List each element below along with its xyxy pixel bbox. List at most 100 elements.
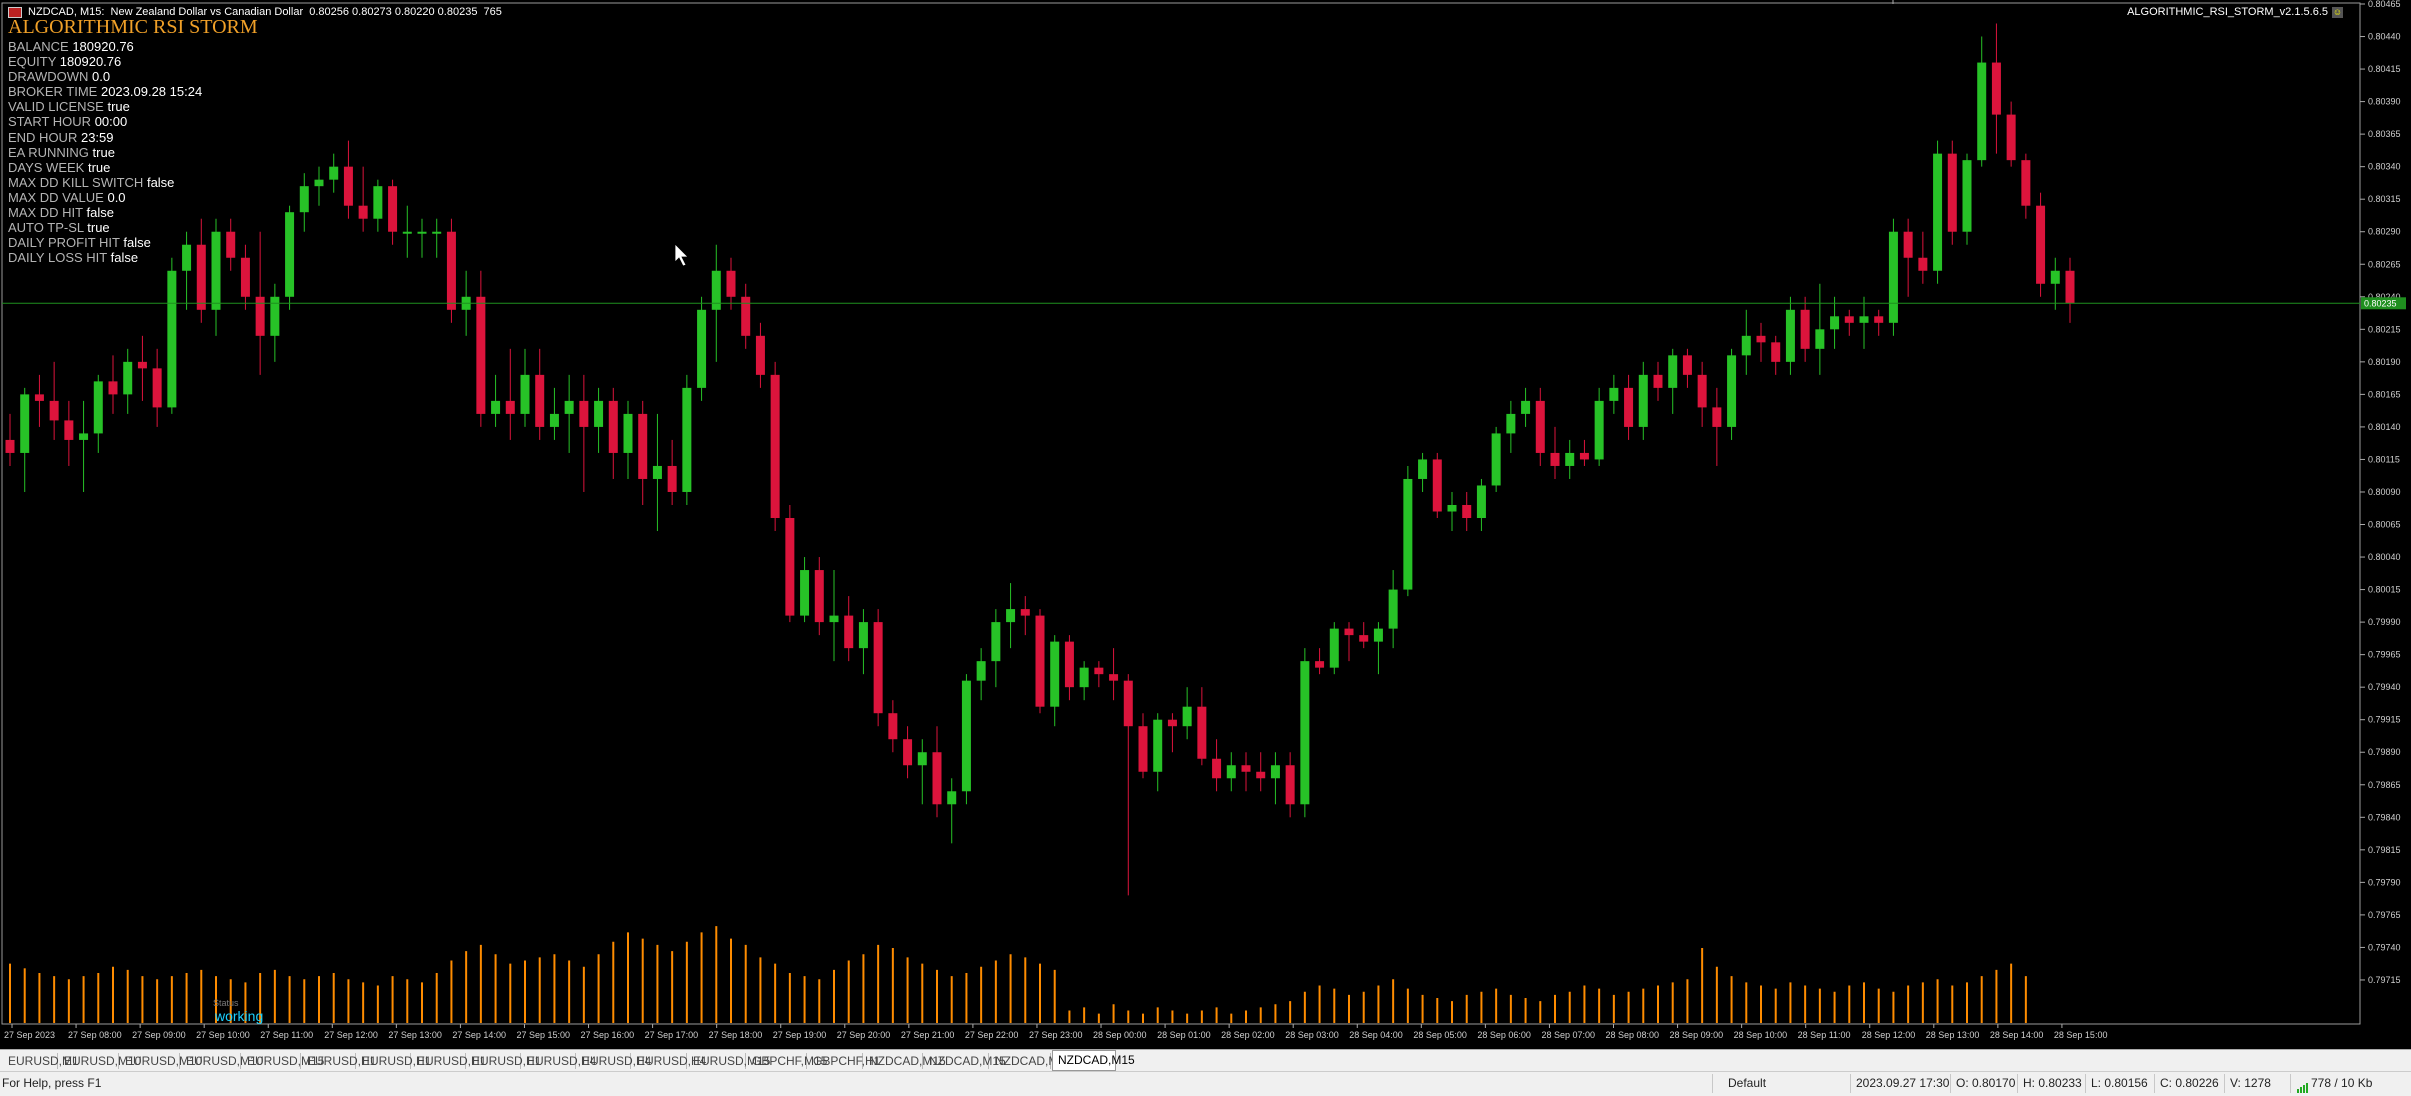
- x-tick-label: 28 Sep 11:00: [1798, 1030, 1851, 1040]
- chart-tab[interactable]: EURUSD,M15: [242, 1053, 324, 1069]
- status-value: working: [215, 1008, 264, 1024]
- candle-body: [844, 615, 854, 649]
- divider: [2085, 1074, 2086, 1093]
- x-tick-label: 28 Sep 03:00: [1285, 1030, 1339, 1040]
- y-tick-label: 0.80090: [2368, 487, 2401, 497]
- info-row: MAX DD HIT false: [8, 205, 202, 220]
- y-tick-label: 0.80440: [2368, 32, 2401, 42]
- chart-tab[interactable]: NZDCAD,M15: [924, 1053, 1006, 1069]
- bar-open: O: 0.80170: [1956, 1076, 2016, 1090]
- chart-tab[interactable]: EURUSD,H4: [632, 1053, 706, 1069]
- y-tick-label: 0.79840: [2368, 812, 2401, 822]
- candle-body: [888, 713, 898, 740]
- y-tick-label: 0.79765: [2368, 910, 2401, 920]
- x-tick-label: 28 Sep 04:00: [1349, 1030, 1403, 1040]
- candle-body: [1771, 342, 1781, 362]
- y-tick-label: 0.79740: [2368, 942, 2401, 952]
- candle-body: [491, 400, 501, 414]
- price-label-bg: [2361, 297, 2406, 310]
- x-tick-label: 28 Sep 00:00: [1093, 1030, 1147, 1040]
- x-tick-label: 27 Sep 18:00: [709, 1030, 763, 1040]
- candle-body: [1285, 765, 1295, 805]
- chart-tab[interactable]: NZDCAD,M15: [864, 1053, 946, 1069]
- chart-tab[interactable]: NZDCAD,M15: [990, 1053, 1072, 1069]
- chart-tab[interactable]: EURUSD,M10: [120, 1053, 202, 1069]
- info-key: DAYS WEEK: [8, 159, 85, 175]
- info-row: START HOUR 00:00: [8, 114, 202, 129]
- chart-tab[interactable]: EURUSD,M1: [3, 1053, 79, 1069]
- candle-body: [373, 186, 383, 219]
- candle-body: [1933, 153, 1943, 271]
- candle-body: [917, 752, 927, 766]
- x-tick-label: 27 Sep 08:00: [68, 1030, 122, 1040]
- candle-body: [93, 381, 103, 434]
- price-chart[interactable]: 0.80465 0.80440 0.80415 0.80390 0.80365 0.803…: [0, 0, 2411, 1049]
- info-key: BALANCE: [8, 39, 69, 54]
- chart-tab[interactable]: EURUSD,M10: [181, 1053, 263, 1069]
- candle-body: [652, 465, 662, 479]
- traffic-counter[interactable]: 778 / 10 Kb: [2311, 1076, 2373, 1090]
- candle-body: [1682, 355, 1692, 375]
- y-tick-label: 0.80015: [2368, 585, 2401, 595]
- candle-body: [1300, 661, 1310, 805]
- chart-tab[interactable]: EURUSD,H1: [302, 1053, 376, 1069]
- candle-body: [2036, 205, 2046, 284]
- candle-body: [505, 400, 515, 414]
- x-tick-label: 28 Sep 13:00: [1926, 1030, 1980, 1040]
- candle-body: [211, 231, 221, 310]
- candle-body: [343, 166, 353, 206]
- candle-body: [1800, 309, 1810, 349]
- candle-body: [1653, 374, 1663, 388]
- y-tick-label: 0.80465: [2368, 0, 2401, 9]
- chart-tab[interactable]: EURUSD,H1: [357, 1053, 431, 1069]
- ea-name-label[interactable]: ALGORITHMIC_RSI_STORM_v2.1.5.6.5 ☺: [2127, 6, 2343, 18]
- chart-tab[interactable]: EURUSD,H4: [577, 1053, 651, 1069]
- x-tick-label: 27 Sep 23:00: [1029, 1030, 1083, 1040]
- info-row: AUTO TP-SL true: [8, 220, 202, 235]
- y-tick-label: 0.80240: [2368, 292, 2401, 302]
- x-tick-label: 28 Sep 02:00: [1221, 1030, 1275, 1040]
- info-row: MAX DD VALUE 0.0: [8, 190, 202, 205]
- candle-body: [623, 413, 633, 453]
- candle-body: [1256, 771, 1266, 779]
- info-key: DAILY PROFIT HIT: [8, 235, 120, 251]
- info-value: 180920.76: [59, 54, 122, 70]
- chart-tab[interactable]: EURUSD,M10: [59, 1053, 141, 1069]
- chart-tab[interactable]: GBPCHF,H1: [808, 1053, 880, 1069]
- candle-body: [34, 394, 44, 401]
- chart-tab[interactable]: EURUSD,H1: [467, 1053, 541, 1069]
- candle-body: [226, 231, 236, 258]
- candle-body: [991, 622, 1001, 662]
- candle-body: [358, 205, 368, 219]
- candle-body: [152, 368, 162, 408]
- candle-body: [1226, 765, 1236, 779]
- info-value: 00:00: [94, 114, 128, 130]
- candle-body: [1565, 452, 1575, 466]
- info-value: false: [123, 235, 151, 251]
- ea-name-text: ALGORITHMIC_RSI_STORM_v2.1.5.6.5: [2127, 6, 2328, 18]
- x-tick-label: 27 Sep 15:00: [516, 1030, 570, 1040]
- chart-tab[interactable]: GBPCHF,M15: [747, 1053, 827, 1069]
- candle-body: [1550, 452, 1560, 466]
- candle-body: [1815, 329, 1825, 349]
- candle-body: [1712, 407, 1722, 427]
- candle-body: [961, 680, 971, 792]
- candle-body: [255, 296, 265, 336]
- candle-body: [1153, 719, 1163, 772]
- chart-tab[interactable]: EURUSD,H4: [522, 1053, 596, 1069]
- candle-body: [1035, 615, 1045, 707]
- chart-tab[interactable]: NZDCAD,M15: [1052, 1050, 1135, 1071]
- candle-body: [1874, 316, 1884, 323]
- profile-name[interactable]: Default: [1728, 1076, 1767, 1090]
- candle-body: [741, 296, 751, 336]
- candle-body: [123, 361, 133, 395]
- info-row: VALID LICENSE true: [8, 99, 202, 114]
- chart-tab[interactable]: EURUSD,M15: [688, 1053, 770, 1069]
- candle-body: [755, 335, 765, 375]
- candle-body: [947, 791, 957, 805]
- candle-body: [1830, 316, 1840, 330]
- candle-body: [2006, 114, 2016, 161]
- candle-body: [579, 400, 589, 427]
- chart-tab[interactable]: EURUSD,H1: [412, 1053, 486, 1069]
- candle-body: [1785, 309, 1795, 362]
